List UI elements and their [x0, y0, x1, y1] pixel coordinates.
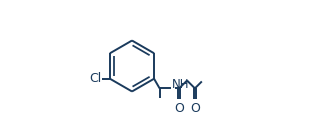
Text: O: O — [190, 102, 200, 115]
Text: O: O — [174, 102, 184, 115]
Text: NH: NH — [172, 78, 189, 91]
Text: Cl: Cl — [89, 72, 101, 85]
